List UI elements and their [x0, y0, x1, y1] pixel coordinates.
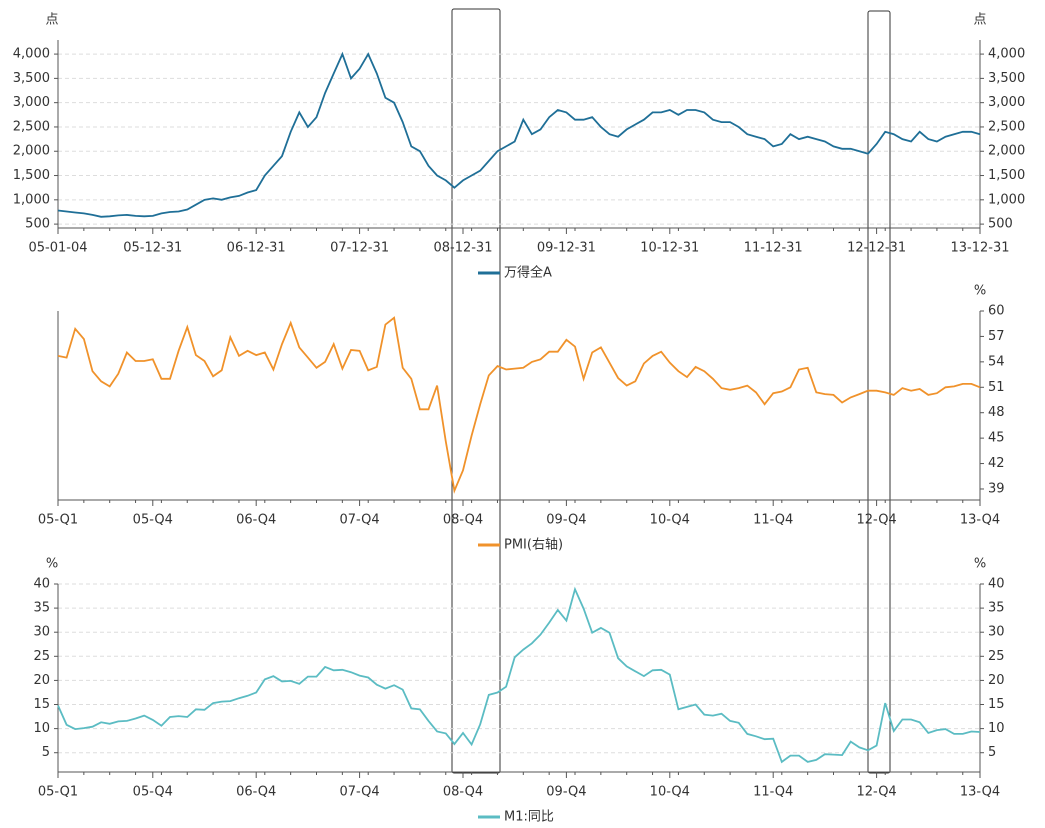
y-tick-label: 2,000 — [13, 144, 50, 159]
x-tick-label: 09-Q4 — [546, 785, 586, 800]
x-tick-label: 10-Q4 — [650, 785, 690, 800]
x-tick-label: 08-Q4 — [443, 513, 483, 528]
highlight-box — [451, 8, 501, 774]
data-line — [57, 316, 981, 494]
y2-tick-label: 3,000 — [988, 95, 1025, 110]
y2-tick-label: 2,500 — [988, 119, 1025, 134]
x-tick-label: 05-12-31 — [123, 241, 182, 256]
y-tick-label: 1,000 — [13, 192, 50, 207]
x-tick-label: 05-01-04 — [28, 241, 87, 256]
y2-tick-label: 39 — [988, 481, 1005, 496]
y-tick-label: 500 — [25, 217, 50, 232]
y-tick-label: 3,500 — [13, 71, 50, 86]
y-tick-label: 30 — [33, 625, 50, 640]
y2-unit: 点 — [973, 13, 986, 28]
x-tick-label: 06-12-31 — [227, 241, 286, 256]
y-tick-label: 4,000 — [13, 47, 50, 62]
x-tick-label: 13-Q4 — [960, 785, 1000, 800]
x-tick-label: 06-Q4 — [236, 513, 276, 528]
y2-tick-label: 48 — [988, 405, 1005, 420]
x-tick-label: 11-Q4 — [753, 513, 793, 528]
x-tick-label: 12-Q4 — [856, 785, 896, 800]
x-tick-label: 11-Q4 — [753, 785, 793, 800]
y-tick-label: 40 — [33, 577, 50, 592]
x-tick-label: 07-Q4 — [339, 785, 379, 800]
x-tick-label: 12-Q4 — [856, 513, 896, 528]
y2-tick-label: 15 — [988, 697, 1005, 712]
y-tick-label: 35 — [33, 601, 50, 616]
y2-tick-label: 51 — [988, 380, 1005, 395]
y2-tick-label: 35 — [988, 601, 1005, 616]
x-tick-label: 10-Q4 — [650, 513, 690, 528]
legend-label: 万得全A — [504, 265, 552, 281]
x-tick-label: 11-12-31 — [744, 241, 803, 256]
x-tick-label: 05-Q4 — [133, 513, 173, 528]
y-tick-label: 10 — [33, 721, 50, 736]
highlight-box — [867, 10, 891, 774]
x-tick-label: 08-12-31 — [433, 241, 492, 256]
y2-tick-label: 5 — [988, 745, 996, 760]
y2-tick-label: 3,500 — [988, 71, 1025, 86]
x-tick-label: 09-Q4 — [546, 513, 586, 528]
x-tick-label: 05-Q4 — [133, 785, 173, 800]
x-tick-label: 08-Q4 — [443, 785, 483, 800]
x-tick-label: 09-12-31 — [537, 241, 596, 256]
x-tick-label: 05-Q1 — [38, 785, 78, 800]
y2-tick-label: 4,000 — [988, 47, 1025, 62]
y2-tick-label: 60 — [988, 304, 1005, 319]
y2-tick-label: 10 — [988, 721, 1005, 736]
y2-tick-label: 54 — [988, 354, 1005, 369]
y-tick-label: 5 — [42, 745, 50, 760]
y2-tick-label: 1,000 — [988, 192, 1025, 207]
x-tick-label: 07-12-31 — [330, 241, 389, 256]
legend-label: PMI(右轴) — [504, 538, 563, 553]
y2-tick-label: 42 — [988, 456, 1005, 471]
x-tick-label: 06-Q4 — [236, 785, 276, 800]
legend-label: M1:同比 — [504, 810, 554, 825]
x-tick-label: 12-12-31 — [847, 241, 906, 256]
y-tick-label: 1,500 — [13, 168, 50, 183]
y2-tick-label: 25 — [988, 649, 1005, 664]
y-unit: 点 — [45, 13, 58, 28]
x-tick-label: 13-12-31 — [950, 241, 1009, 256]
y-tick-label: 3,000 — [13, 95, 50, 110]
y2-unit: % — [974, 557, 986, 572]
y2-tick-label: 40 — [988, 577, 1005, 592]
x-tick-label: 10-12-31 — [640, 241, 699, 256]
y2-tick-label: 1,500 — [988, 168, 1025, 183]
y2-unit: % — [974, 284, 986, 299]
y2-tick-label: 57 — [988, 329, 1005, 344]
x-tick-label: 05-Q1 — [38, 513, 78, 528]
x-tick-label: 13-Q4 — [960, 513, 1000, 528]
y-unit: % — [46, 557, 58, 572]
y2-tick-label: 500 — [988, 217, 1013, 232]
y2-tick-label: 30 — [988, 625, 1005, 640]
y-tick-label: 20 — [33, 673, 50, 688]
data-line — [57, 51, 981, 218]
y2-tick-label: 2,000 — [988, 144, 1025, 159]
y-tick-label: 25 — [33, 649, 50, 664]
y2-tick-label: 45 — [988, 431, 1005, 446]
y-tick-label: 15 — [33, 697, 50, 712]
y-tick-label: 2,500 — [13, 119, 50, 134]
y2-tick-label: 20 — [988, 673, 1005, 688]
data-line — [57, 586, 981, 764]
x-tick-label: 07-Q4 — [339, 513, 379, 528]
